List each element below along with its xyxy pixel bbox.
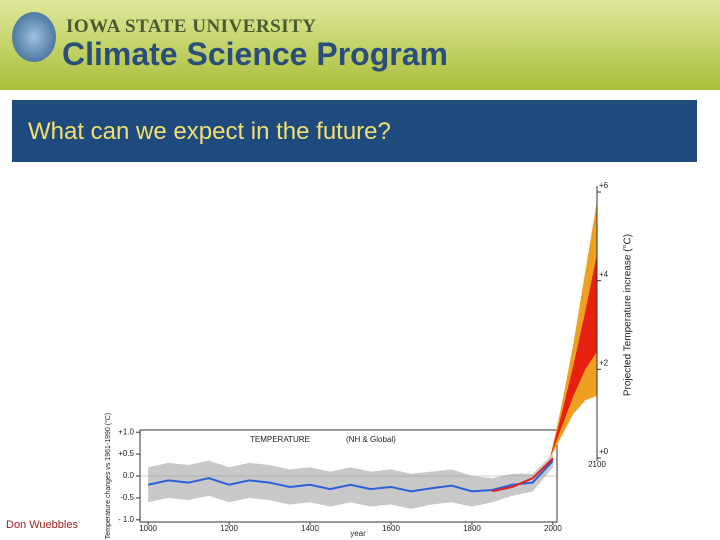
university: Iowa State University (66, 16, 317, 37)
x-tick-label: 2100 (588, 460, 606, 469)
logo (12, 12, 56, 62)
x-tick-label: 1400 (301, 524, 319, 533)
slide-title: What can we expect in the future? (28, 118, 391, 145)
program: Climate Science Program (62, 36, 448, 72)
projection-band (550, 254, 597, 458)
y-tick-label: -0.5 (120, 493, 134, 502)
header: Iowa State University Climate Science Pr… (0, 0, 720, 90)
legend: (NH & Global) (346, 435, 396, 444)
x-tick-label: 1600 (382, 524, 400, 533)
x-tick-label: 2000 (544, 524, 562, 533)
y-tick-label: +6 (599, 181, 609, 190)
x-axis-label: year (350, 529, 366, 538)
x-tick-label: 1800 (463, 524, 481, 533)
projection-band (550, 200, 597, 458)
legend-title: TEMPERATURE (250, 435, 310, 444)
y-axis-label: Temperature changes vs 1961-1990 (°C) (104, 413, 112, 540)
uncertainty-band (148, 454, 553, 509)
x-tick-label: 1000 (139, 524, 157, 533)
y-axis-label: Projected Temperature increase (°C) (623, 234, 634, 396)
y-tick-label: +1.0 (118, 427, 134, 436)
title-box: What can we expect in the future? (12, 100, 697, 162)
y-tick-label: +4 (599, 270, 609, 279)
y-tick-label: +2 (599, 358, 609, 367)
y-tick-label: +0.5 (118, 449, 134, 458)
x-tick-label: 1200 (220, 524, 238, 533)
y-tick-label: - 1.0 (118, 515, 135, 524)
series-line (492, 457, 554, 493)
footer: Don Wuebbles (6, 519, 78, 531)
y-tick-label: +0 (599, 447, 609, 456)
series-line (147, 459, 554, 493)
y-tick-label: 0.0 (123, 471, 135, 480)
